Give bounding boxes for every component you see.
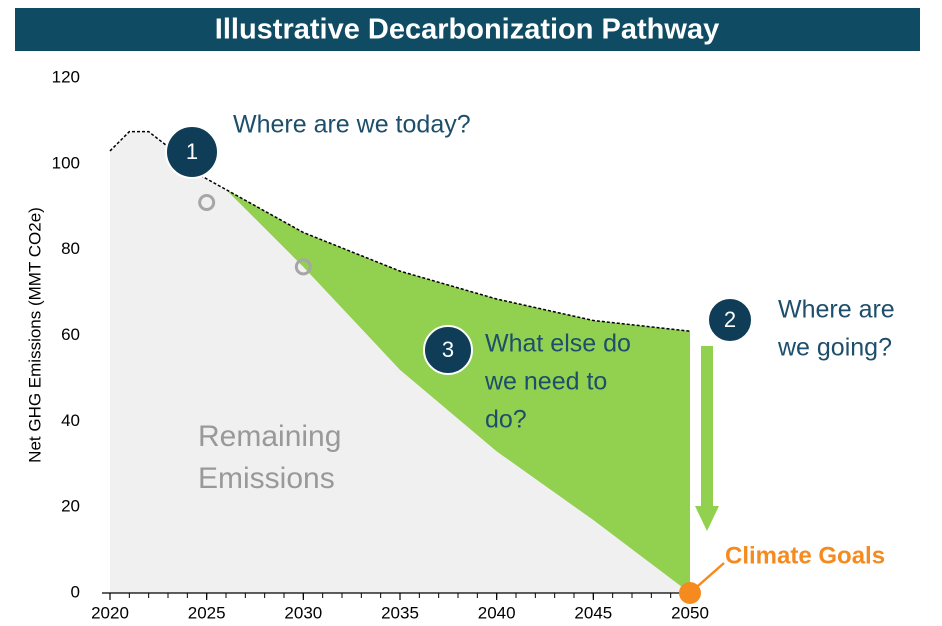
annotation-text: Where are we today? [233, 111, 471, 139]
annotation-badge [423, 325, 473, 375]
y-tick-label: 20 [61, 497, 80, 516]
chart-title: Illustrative Decarbonization Pathway [215, 14, 719, 46]
data-point [294, 258, 312, 276]
annotation-number: 1 [186, 139, 198, 164]
annotation-badge [165, 125, 219, 179]
annotation-number: 2 [724, 307, 736, 332]
x-tick-label: 2025 [188, 603, 226, 622]
arrow [695, 346, 719, 531]
goal-marker [679, 582, 701, 604]
y-tick-label: 60 [61, 325, 80, 344]
area-label: Emissions [198, 462, 335, 495]
annotation-number: 3 [442, 337, 454, 362]
x-tick-label: 2040 [478, 603, 516, 622]
pathway-area [226, 189, 690, 594]
y-tick-label: 0 [71, 582, 80, 601]
annotation-text: What else do [485, 330, 631, 358]
annotation-text: we going? [777, 334, 892, 362]
y-tick-label: 40 [61, 411, 80, 430]
annotation-text: do? [485, 406, 527, 434]
x-tick-label: 2035 [381, 603, 419, 622]
x-tick-label: 2045 [574, 603, 612, 622]
y-axis-label: Net GHG Emissions (MMT CO2e) [25, 207, 44, 463]
annotation-text: Where are [778, 296, 895, 324]
data-point [198, 193, 216, 211]
area-label: Remaining [198, 420, 341, 453]
plot [109, 130, 691, 594]
arrow-head [695, 506, 719, 531]
x-tick-label: 2020 [91, 603, 129, 622]
y-tick-label: 100 [52, 153, 80, 172]
arrow-shaft [701, 346, 713, 506]
goal-label: Climate Goals [725, 542, 885, 569]
x-tick-label: 2050 [671, 603, 709, 622]
y-tick-label: 120 [52, 67, 80, 86]
title-bar [15, 8, 920, 51]
trajectory-line [109, 130, 691, 332]
annotation-badge [707, 297, 753, 343]
x-tick-label: 2030 [284, 603, 322, 622]
annotation-text: we need to [484, 368, 607, 396]
y-tick-label: 80 [61, 239, 80, 258]
